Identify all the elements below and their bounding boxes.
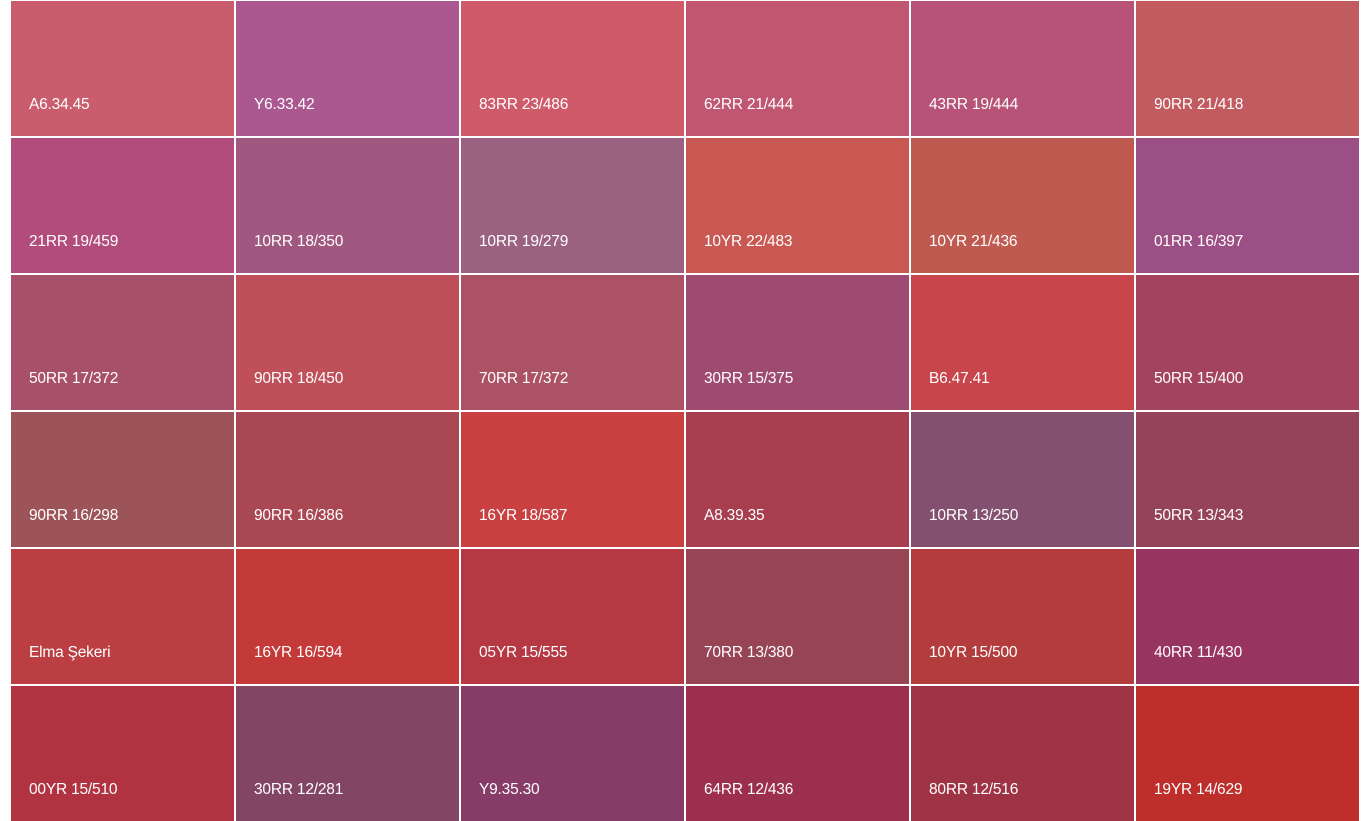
color-code-label: 10YR 22/483 <box>704 233 793 250</box>
color-code-label: Y6.33.42 <box>254 96 315 113</box>
color-code-label: 80RR 12/516 <box>929 781 1019 798</box>
color-swatch[interactable]: 16YR 18/587 <box>461 412 684 547</box>
color-code-label: 05YR 15/555 <box>479 644 568 661</box>
color-swatch[interactable]: 90RR 21/418 <box>1136 1 1359 136</box>
color-code-label: A8.39.35 <box>704 507 765 524</box>
color-code-label: 19YR 14/629 <box>1154 781 1243 798</box>
color-code-label: 62RR 21/444 <box>704 96 794 113</box>
color-swatch[interactable]: 90RR 16/298 <box>11 412 234 547</box>
color-code-label: 64RR 12/436 <box>704 781 794 798</box>
color-code-label: B6.47.41 <box>929 370 990 387</box>
color-swatch[interactable]: Y9.35.30 <box>461 686 684 821</box>
color-code-label: 90RR 16/386 <box>254 507 344 524</box>
color-code-label: A6.34.45 <box>29 96 90 113</box>
color-swatch[interactable]: 30RR 15/375 <box>686 275 909 410</box>
color-swatch[interactable]: 10YR 22/483 <box>686 138 909 273</box>
color-swatch[interactable]: 21RR 19/459 <box>11 138 234 273</box>
color-code-label: 43RR 19/444 <box>929 96 1019 113</box>
color-swatch[interactable]: 90RR 18/450 <box>236 275 459 410</box>
color-code-label: 90RR 18/450 <box>254 370 344 387</box>
color-code-label: 70RR 13/380 <box>704 644 794 661</box>
color-code-label: 21RR 19/459 <box>29 233 119 250</box>
color-swatch[interactable]: 90RR 16/386 <box>236 412 459 547</box>
color-swatch[interactable]: 50RR 17/372 <box>11 275 234 410</box>
color-code-label: 50RR 17/372 <box>29 370 119 387</box>
color-swatch[interactable]: A8.39.35 <box>686 412 909 547</box>
color-code-label: 16YR 18/587 <box>479 507 568 524</box>
color-swatch[interactable]: Y6.33.42 <box>236 1 459 136</box>
color-swatch[interactable]: B6.47.41 <box>911 275 1134 410</box>
color-swatch[interactable]: A6.34.45 <box>11 1 234 136</box>
color-code-label: 50RR 13/343 <box>1154 507 1244 524</box>
color-code-label: 90RR 21/418 <box>1154 96 1244 113</box>
color-code-label: 90RR 16/298 <box>29 507 119 524</box>
color-swatch[interactable]: 40RR 11/430 <box>1136 549 1359 684</box>
color-code-label: Y9.35.30 <box>479 781 540 798</box>
color-code-label: 16YR 16/594 <box>254 644 343 661</box>
color-swatch[interactable]: 50RR 15/400 <box>1136 275 1359 410</box>
color-swatch[interactable]: 10RR 18/350 <box>236 138 459 273</box>
color-swatch[interactable]: Elma Şekeri <box>11 549 234 684</box>
color-code-label: 00YR 15/510 <box>29 781 118 798</box>
color-code-label: 10YR 15/500 <box>929 644 1018 661</box>
color-code-label: 30RR 12/281 <box>254 781 344 798</box>
color-swatch[interactable]: 62RR 21/444 <box>686 1 909 136</box>
color-code-label: 70RR 17/372 <box>479 370 569 387</box>
color-code-label: 40RR 11/430 <box>1154 644 1242 661</box>
color-code-label: Elma Şekeri <box>29 644 111 661</box>
color-code-label: 10RR 13/250 <box>929 507 1019 524</box>
color-swatch[interactable]: 43RR 19/444 <box>911 1 1134 136</box>
color-swatch[interactable]: 70RR 17/372 <box>461 275 684 410</box>
color-code-label: 10YR 21/436 <box>929 233 1018 250</box>
color-swatch[interactable]: 10YR 21/436 <box>911 138 1134 273</box>
color-swatch-grid: A6.34.45 Y6.33.42 83RR 23/486 62RR 21/444 43… <box>11 1 1359 821</box>
color-code-label: 30RR 15/375 <box>704 370 794 387</box>
color-swatch[interactable]: 30RR 12/281 <box>236 686 459 821</box>
color-swatch[interactable]: 10YR 15/500 <box>911 549 1134 684</box>
color-swatch[interactable]: 16YR 16/594 <box>236 549 459 684</box>
color-swatch[interactable]: 10RR 13/250 <box>911 412 1134 547</box>
color-swatch[interactable]: 00YR 15/510 <box>11 686 234 821</box>
color-swatch[interactable]: 64RR 12/436 <box>686 686 909 821</box>
color-swatch[interactable]: 50RR 13/343 <box>1136 412 1359 547</box>
color-swatch[interactable]: 70RR 13/380 <box>686 549 909 684</box>
color-swatch[interactable]: 80RR 12/516 <box>911 686 1134 821</box>
color-swatch[interactable]: 10RR 19/279 <box>461 138 684 273</box>
color-code-label: 10RR 18/350 <box>254 233 344 250</box>
color-code-label: 01RR 16/397 <box>1154 233 1244 250</box>
color-code-label: 10RR 19/279 <box>479 233 569 250</box>
color-swatch[interactable]: 01RR 16/397 <box>1136 138 1359 273</box>
color-swatch[interactable]: 05YR 15/555 <box>461 549 684 684</box>
color-code-label: 83RR 23/486 <box>479 96 569 113</box>
color-swatch[interactable]: 83RR 23/486 <box>461 1 684 136</box>
color-swatch[interactable]: 19YR 14/629 <box>1136 686 1359 821</box>
color-code-label: 50RR 15/400 <box>1154 370 1244 387</box>
